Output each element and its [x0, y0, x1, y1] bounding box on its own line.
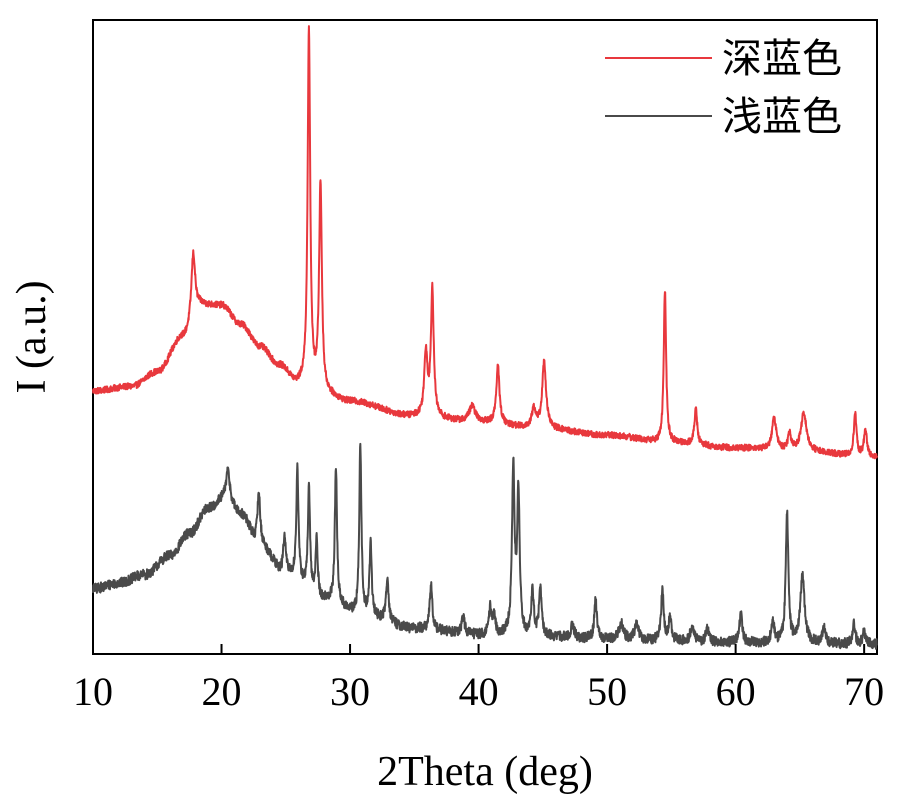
plot-area: 10 20 30 40 50 60 70 — [73, 19, 884, 714]
legend-label-1: 深蓝色 — [722, 36, 842, 82]
x-axis-title: 2Theta (deg) — [377, 749, 593, 795]
legend-label-2: 浅蓝色 — [722, 94, 842, 140]
x-tick-label: 30 — [330, 669, 370, 714]
plot-frame — [92, 19, 878, 655]
x-tick-label: 70 — [844, 669, 884, 714]
series-layer — [92, 25, 878, 650]
x-tick-label: 10 — [73, 669, 113, 714]
x-tick-label: 20 — [202, 669, 242, 714]
x-tick-label: 40 — [459, 669, 499, 714]
series-line-2 — [92, 442, 878, 650]
x-tick-label: 50 — [587, 669, 627, 714]
x-axis-ticks: 10 20 30 40 50 60 70 — [73, 644, 884, 714]
x-tick-label: 60 — [716, 669, 756, 714]
y-axis-title: I (a.u.) — [9, 280, 55, 393]
series-line-1 — [92, 25, 878, 460]
